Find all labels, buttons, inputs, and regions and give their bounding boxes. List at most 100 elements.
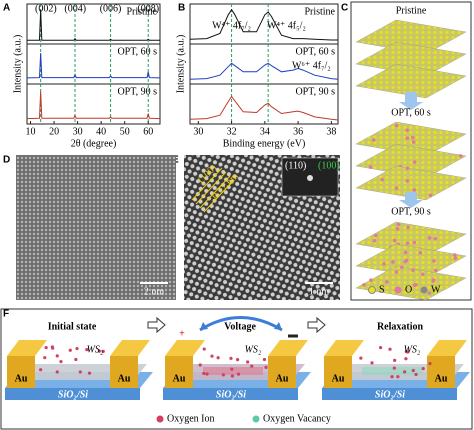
oxygen-atom [412,160,417,164]
oxygen-atom [427,236,432,240]
oxygen-ion [229,356,233,360]
oxygen-atom [391,260,395,264]
oxygen-ion [210,354,214,358]
annotation: (004) [64,3,86,14]
legend-swatch [368,286,376,294]
oxygen-ion [44,346,48,350]
oxygen-ion [78,370,82,374]
layer [355,165,467,201]
y-axis-label: Intensity (a.u.) [12,35,23,94]
panel-frame [0,308,473,430]
oxygen-ion [205,372,209,376]
series-label: OPT, 90 s [295,86,335,97]
oxygen-ion [202,371,206,376]
electrode-label: Au [118,373,131,384]
channel [362,367,422,375]
oxygen-atom [394,270,399,274]
oxygen-ion [39,368,43,372]
inset-label: (100) [318,160,340,171]
oxygen-ion [85,347,89,352]
oxygen-ion [198,363,202,367]
oxygen-ion [236,372,241,376]
oxygen-ion [230,367,234,371]
x-tick-label: 20 [49,126,59,137]
x-axis-label: Binding energy (eV) [223,138,306,149]
panel-label: C [341,3,348,14]
x-axis-label: 2θ (degree) [71,138,117,149]
plot-frame [26,3,161,125]
legend-swatch [420,286,428,294]
oxygen-atom [453,253,457,257]
layer [355,265,467,301]
channel [203,367,263,375]
y-axis-label: Intensity (a.u.) [175,35,186,94]
lattice-lines [191,167,235,213]
oxygen-ion [74,357,78,362]
oxygen-ion [97,349,101,353]
stage-label: Voltage [224,321,256,332]
x-tick-label: 34 [260,126,270,137]
oxygen-atom [418,251,423,255]
oxygen-atom [368,165,373,169]
stage-label: OPT, 90 s [391,206,431,217]
oxygen-atom [382,262,386,266]
x-tick-label: 60 [143,126,153,137]
electrode-front [7,356,35,388]
series-label: OPT, 90 s [117,86,157,97]
substrate-front [322,388,457,400]
substrate-label: SiO₂/Si [216,389,246,400]
oxygen-atom [433,236,438,241]
oxygen-ion [393,358,397,362]
panel-frame [350,1,472,301]
oxygen-atom [411,140,416,144]
oxygen-atom [403,250,408,255]
substrate-label: SiO₂/Si [375,389,405,400]
fft-spot [307,175,313,181]
oxygen-atom [400,265,404,270]
stage-label: Initial state [48,321,97,332]
oxygen-ion [421,367,425,371]
oxygen-atom [394,186,399,191]
series-line [26,91,161,120]
oxygen-ion [221,373,225,377]
oxygen-atom [372,238,377,243]
film-label: WS₂ [87,344,104,355]
oxygen-atom [428,193,433,198]
electrode-label: Au [15,373,28,384]
series-line [26,53,161,79]
oxygen-ion [379,346,383,350]
oxygen-ion [414,372,418,377]
x-tick-label: 40 [96,126,106,137]
legend-swatch [394,286,402,294]
oxygen-ion [43,356,47,360]
panel-label: D [3,155,10,166]
oxygen-atom [369,278,373,282]
annotation: W⁶⁺ 4f₇/₂ [292,60,331,71]
oxygen-ion [50,345,54,349]
electrode-label: Au [276,373,289,384]
series-label: OPT, 60 s [117,46,157,57]
panel-label: B [178,3,185,14]
oxygen-atom [395,227,400,231]
panel-label: A [3,3,10,14]
voltage-arrow [199,316,283,332]
oxygen-atom [374,233,378,238]
oxygen-atom [427,291,432,295]
oxygen-ion [403,370,407,374]
stage-label: OPT, 60 s [391,107,431,118]
electrode-top [7,340,47,356]
legend-label: S [379,284,385,295]
legend-label: Oxygen Vacancy [263,413,331,424]
oxygen-atom [380,177,385,182]
oxygen-ion [87,371,92,375]
oxygen-atom [396,222,401,227]
oxygen-atom [362,283,366,287]
panel-c [355,19,467,301]
oxygen-atom [432,259,436,263]
annotation: W⁴⁺ 4f₅/₂ [267,20,306,31]
oxygen-atom [411,268,415,272]
oxygen-ion [55,354,59,358]
oxygen-ion [404,357,408,361]
oxygen-ion [264,365,268,369]
